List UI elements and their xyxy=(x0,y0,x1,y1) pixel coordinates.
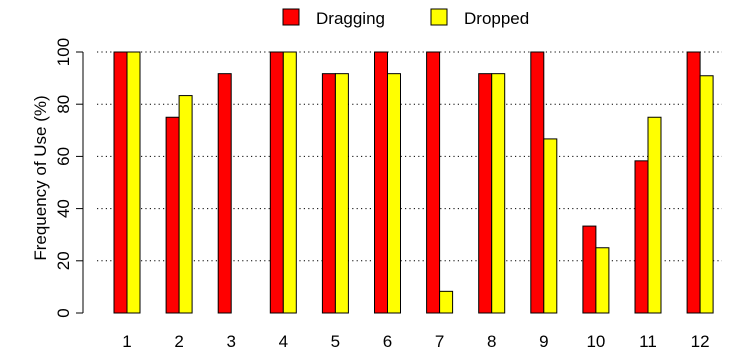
x-tick-label: 4 xyxy=(279,332,288,351)
bar-dragging-2 xyxy=(165,116,180,314)
x-tick-label: 9 xyxy=(539,332,548,351)
bar-dropped-6 xyxy=(387,73,401,314)
legend-swatch-dragging xyxy=(282,8,300,26)
x-tick-label: 3 xyxy=(226,332,235,351)
y-tick-label: 20 xyxy=(54,251,73,270)
y-tick-label: 60 xyxy=(54,147,73,166)
bar-dropped-5 xyxy=(334,73,349,314)
y-tick-label: 40 xyxy=(54,199,73,218)
grid-lines xyxy=(97,51,722,262)
x-tick-label: 5 xyxy=(331,332,340,351)
x-axis: 1 2 3 4 5 6 7 8 9 10 11 12 xyxy=(122,332,709,351)
y-tick-label: 100 xyxy=(54,38,73,66)
bar-dropped-1 xyxy=(126,51,141,314)
x-tick-label: 8 xyxy=(487,332,496,351)
bar-dropped-9 xyxy=(543,138,558,314)
bar-dragging-3 xyxy=(217,73,232,314)
bar-dragging-9 xyxy=(530,51,545,314)
bars xyxy=(113,51,714,314)
bar-dropped-11 xyxy=(647,116,662,314)
x-tick-label: 1 xyxy=(122,332,131,351)
legend-label-dropped: Dropped xyxy=(464,9,529,28)
bar-dropped-4 xyxy=(282,51,297,314)
bar-dragging-4 xyxy=(269,51,284,314)
bar-dragging-10 xyxy=(582,225,597,314)
y-axis: 0 20 40 60 80 100 xyxy=(54,38,84,318)
x-tick-label: 7 xyxy=(435,332,444,351)
x-tick-label: 6 xyxy=(383,332,392,351)
x-tick-label: 12 xyxy=(691,332,710,351)
legend-label-dragging: Dragging xyxy=(316,9,385,28)
bar-dragging-8 xyxy=(478,73,493,314)
bar-dropped-7 xyxy=(439,290,454,314)
bar-dropped-10 xyxy=(595,247,610,314)
y-axis-title: Frequency of Use (%) xyxy=(31,95,50,260)
y-tick-label: 0 xyxy=(54,308,73,317)
legend-swatch-dropped xyxy=(430,8,448,26)
bar-dragging-6 xyxy=(374,51,388,314)
x-tick-label: 11 xyxy=(639,332,657,351)
bar-dropped-2 xyxy=(178,95,193,314)
bar-dragging-7 xyxy=(426,51,441,314)
legend: Dragging Dropped xyxy=(282,8,529,28)
bar-dropped-8 xyxy=(491,73,506,314)
bar-dragging-11 xyxy=(634,160,649,314)
y-tick-label: 80 xyxy=(54,95,73,114)
bar-dropped-12 xyxy=(699,75,714,314)
bar-dragging-5 xyxy=(321,73,336,314)
x-tick-label: 2 xyxy=(174,332,183,351)
bar-dragging-12 xyxy=(686,51,701,314)
bar-dragging-1 xyxy=(113,51,128,314)
x-tick-label: 10 xyxy=(586,332,605,351)
